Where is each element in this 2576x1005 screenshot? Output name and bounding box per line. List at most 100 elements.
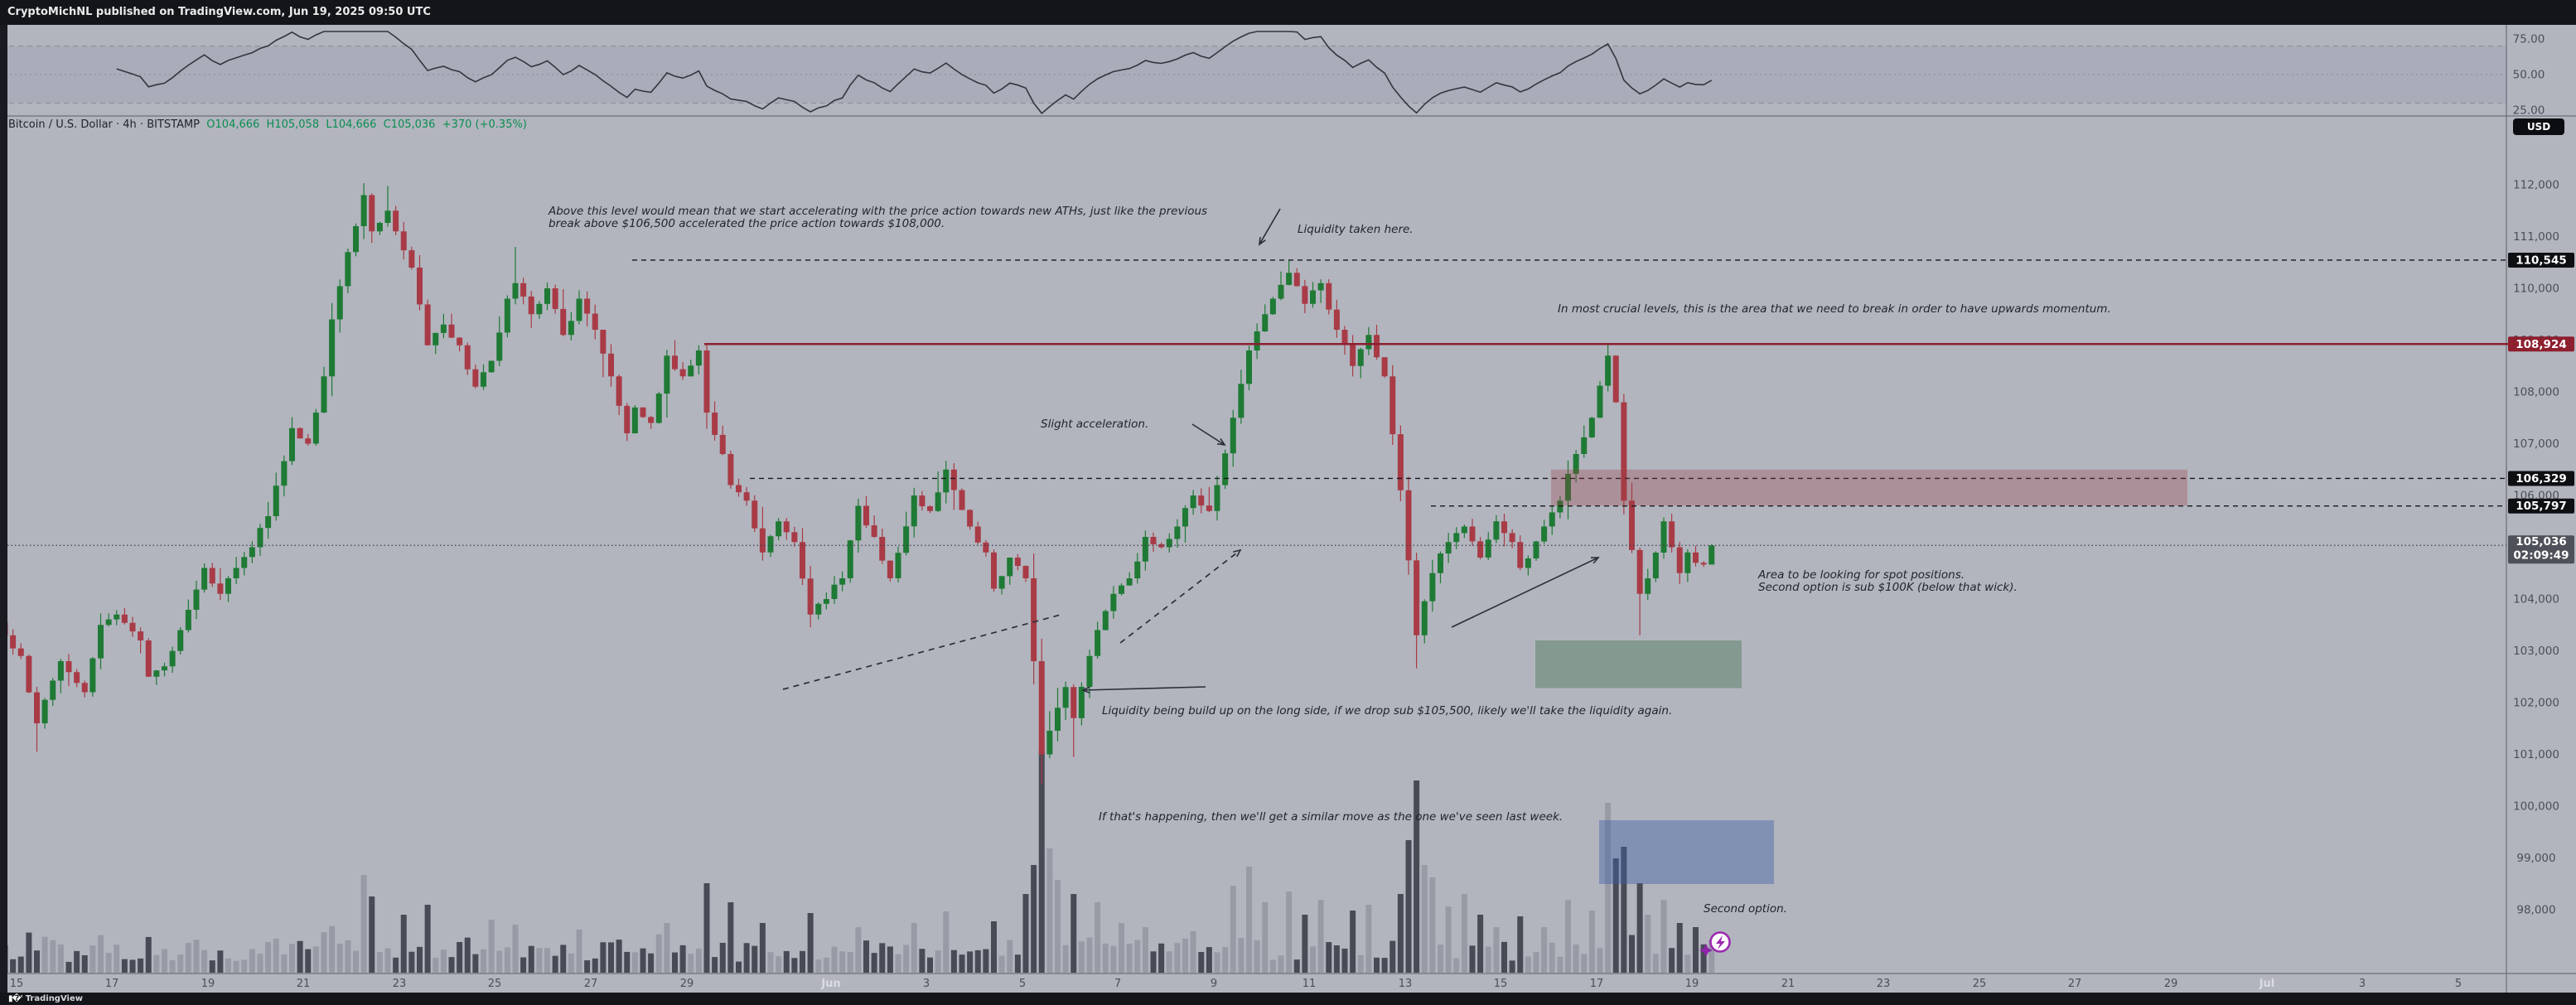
volume-bar: [1652, 954, 1659, 973]
trendline-drawing[interactable]: [782, 614, 1061, 690]
trendline[interactable]: [782, 614, 1061, 690]
time-tick-label[interactable]: Jun: [820, 978, 840, 990]
time-tick-label[interactable]: 9: [1211, 978, 1217, 990]
candle-body: [1669, 521, 1675, 548]
similar-move-note[interactable]: If that's happening, then we'll get a si…: [1099, 810, 1563, 824]
price-tick-label[interactable]: 112,000: [2513, 179, 2559, 192]
price-tick-label[interactable]: 103,000: [2513, 645, 2559, 658]
arrow-line[interactable]: [1082, 686, 1206, 691]
candle-body: [105, 619, 112, 626]
candle-body: [911, 495, 917, 527]
time-tick-label[interactable]: 7: [1114, 978, 1121, 990]
arrow-drawing[interactable]: [1081, 686, 1206, 694]
time-tick-label[interactable]: Jul: [2259, 978, 2275, 990]
time-tick-label[interactable]: 19: [1685, 978, 1699, 990]
second-option-note[interactable]: Second option.: [1704, 902, 1787, 916]
candle-body: [496, 332, 503, 361]
symbol-title[interactable]: Bitcoin / U.S. Dollar: [8, 118, 113, 131]
candle-body: [472, 369, 479, 387]
arrow-drawing[interactable]: [1451, 557, 1600, 628]
time-tick-label[interactable]: 15: [1494, 978, 1508, 990]
price-tick-label[interactable]: 100,000: [2513, 800, 2559, 814]
time-tick-label[interactable]: 27: [2068, 978, 2082, 990]
symbol-info[interactable]: Bitcoin / U.S. Dollar · 4h · BITSTAMP O1…: [8, 118, 527, 131]
arrow-drawing[interactable]: [1259, 208, 1281, 246]
sparkle-icon: [1699, 944, 1713, 957]
price-tick-label[interactable]: 101,000: [2513, 748, 2559, 761]
volume-bar: [528, 945, 534, 973]
price-tick-label[interactable]: 99,000: [2516, 852, 2555, 865]
time-tick-label[interactable]: 21: [297, 978, 311, 990]
time-tick-label[interactable]: 3: [2359, 978, 2366, 990]
arrow-line[interactable]: [1451, 557, 1599, 628]
rsi-axis-label[interactable]: 50.00: [2513, 69, 2545, 82]
time-tick-label[interactable]: 5: [1019, 978, 1026, 990]
time-tick-label[interactable]: 17: [1590, 978, 1604, 990]
currency-toggle-button[interactable]: USD: [2513, 118, 2564, 135]
time-tick-label[interactable]: 25: [1973, 978, 1987, 990]
time-tick-label[interactable]: 27: [584, 978, 598, 990]
candle-body: [201, 568, 208, 590]
candle-body: [1549, 512, 1555, 527]
arrow-line[interactable]: [1191, 423, 1225, 446]
volume-bar: [265, 941, 272, 973]
price-tick-label[interactable]: 98,000: [2516, 904, 2555, 917]
time-tick-label[interactable]: 29: [680, 978, 694, 990]
slight-acceleration-note[interactable]: Slight acceleration.: [1041, 418, 1148, 431]
footer-brand[interactable]: TradingView: [25, 994, 83, 1003]
time-tick-label[interactable]: 13: [1399, 978, 1413, 990]
liquidity-buildup-note[interactable]: Liquidity being build up on the long sid…: [1102, 704, 1672, 718]
above-level-note[interactable]: Above this level would mean that we star…: [548, 205, 1207, 230]
volume-bar: [98, 935, 104, 973]
volume-pane[interactable]: [2, 751, 1715, 973]
volume-bar: [105, 953, 112, 973]
candle-body: [1397, 434, 1404, 490]
time-tick-label[interactable]: 23: [393, 978, 407, 990]
volume-bar: [1581, 954, 1588, 973]
volume-bar: [576, 930, 582, 973]
volume-bar: [1389, 940, 1396, 973]
volume-bar: [648, 953, 655, 973]
trendline-drawing[interactable]: [1119, 548, 1242, 644]
candle-body: [648, 417, 655, 423]
volume-bar: [241, 959, 248, 973]
time-tick-label[interactable]: 15: [10, 978, 24, 990]
time-tick-label[interactable]: 23: [1877, 978, 1891, 990]
price-tick-label[interactable]: 102,000: [2513, 697, 2559, 710]
zone-spot-bid-zone[interactable]: [1535, 640, 1742, 689]
price-tick-label[interactable]: 104,000: [2513, 593, 2559, 606]
rsi-pane[interactable]: [0, 31, 2506, 114]
volume-bar: [672, 952, 678, 973]
rsi-axis-label[interactable]: 25.00: [2513, 104, 2545, 118]
liquidity-taken-note[interactable]: Liquidity taken here.: [1298, 223, 1414, 236]
zone-volume-highlight[interactable]: [1599, 820, 1774, 884]
spark-badge[interactable]: [1699, 931, 1731, 958]
volume-bar: [1214, 952, 1220, 973]
spot-positions-note[interactable]: Area to be looking for spot positions. Se…: [1757, 568, 2018, 594]
time-tick-label[interactable]: 3: [923, 978, 930, 990]
rsi-axis-label[interactable]: 75.00: [2513, 33, 2545, 46]
time-tick-label[interactable]: 19: [201, 978, 215, 990]
time-tick-label[interactable]: 21: [1781, 978, 1795, 990]
arrow-drawing[interactable]: [1191, 423, 1226, 447]
time-tick-label[interactable]: 11: [1302, 978, 1317, 990]
candlestick-series[interactable]: [2, 183, 1715, 785]
price-tick-label[interactable]: 111,000: [2513, 230, 2559, 244]
price-tick-label[interactable]: 110,000: [2513, 283, 2559, 296]
time-tick-label[interactable]: 17: [105, 978, 119, 990]
candle-body: [871, 525, 877, 537]
price-tick-label[interactable]: 107,000: [2513, 437, 2559, 451]
trendline[interactable]: [1119, 549, 1241, 644]
time-tick-label[interactable]: 25: [488, 978, 502, 990]
candle-body: [360, 195, 367, 226]
crucial-area-note[interactable]: In most crucial levels, this is the area…: [1558, 302, 2111, 316]
tradingview-logo-icon[interactable]: ▮�': [8, 994, 23, 1003]
arrow-line[interactable]: [1259, 208, 1281, 245]
time-tick-label[interactable]: 5: [2455, 978, 2462, 990]
zone-resistance-zone[interactable]: [1551, 469, 2187, 506]
price-tick-label[interactable]: 108,000: [2513, 386, 2559, 399]
time-tick-label[interactable]: 29: [2164, 978, 2178, 990]
candle-body: [1286, 273, 1293, 285]
candle-body: [1014, 558, 1021, 567]
